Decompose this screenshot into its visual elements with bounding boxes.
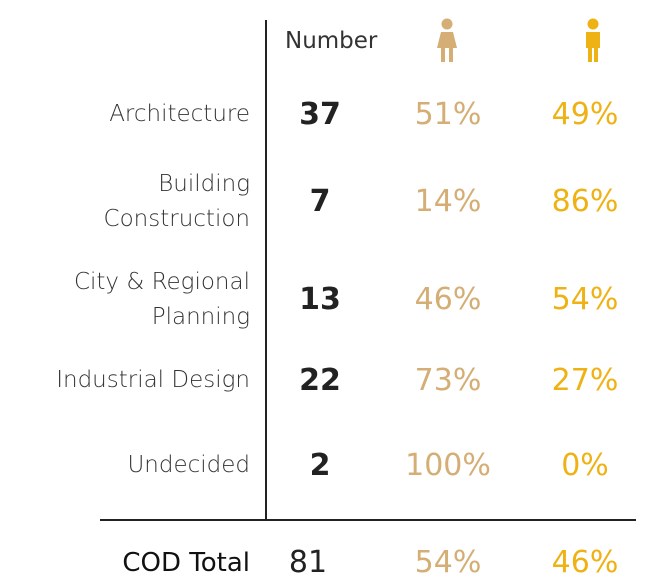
total-male: 46% — [551, 545, 619, 580]
row-label: Industrial Design — [56, 367, 250, 393]
female-icon — [437, 18, 457, 62]
row-number: 7 — [309, 184, 331, 219]
row-number: 2 — [309, 448, 331, 483]
total-female: 54% — [414, 545, 482, 580]
total-number: 81 — [288, 545, 328, 580]
row-female: 51% — [414, 97, 482, 132]
total-divider — [100, 519, 636, 521]
row-male: 54% — [551, 282, 619, 317]
row-number: 37 — [299, 97, 341, 132]
row-label: Architecture — [109, 101, 250, 127]
row-label: Building — [158, 170, 250, 197]
row-male: 0% — [561, 448, 609, 483]
row-female: 14% — [414, 184, 482, 219]
row-male: 49% — [551, 97, 619, 132]
row-female: 100% — [405, 448, 491, 483]
column-divider — [265, 20, 267, 520]
row-female: 46% — [414, 282, 482, 317]
row-label: City & Regional — [73, 268, 250, 295]
row-label: Construction — [103, 205, 250, 232]
male-icon — [586, 18, 600, 62]
row-label: Undecided — [127, 452, 250, 478]
row-male: 27% — [551, 363, 619, 398]
header-number: Number — [285, 28, 378, 54]
row-label: Planning — [151, 303, 250, 330]
row-number: 22 — [299, 363, 341, 398]
row-male: 86% — [551, 184, 619, 219]
total-label: COD Total — [122, 548, 250, 578]
row-female: 73% — [414, 363, 482, 398]
row-number: 13 — [299, 282, 341, 317]
